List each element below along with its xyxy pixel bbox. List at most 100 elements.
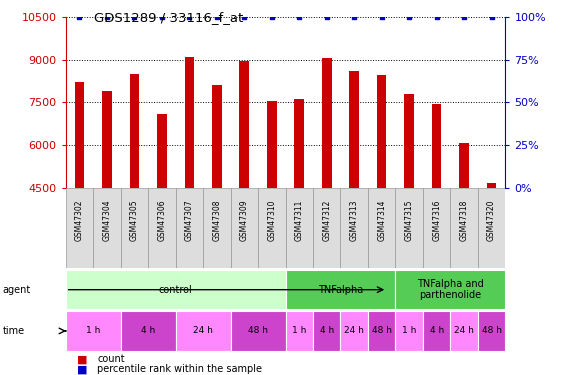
Bar — [267, 101, 276, 188]
Text: 1 h: 1 h — [86, 326, 100, 335]
FancyBboxPatch shape — [203, 188, 231, 268]
FancyBboxPatch shape — [148, 188, 176, 268]
FancyBboxPatch shape — [286, 311, 313, 351]
FancyBboxPatch shape — [286, 188, 313, 268]
FancyBboxPatch shape — [395, 270, 505, 309]
FancyBboxPatch shape — [66, 311, 120, 351]
Text: 1 h: 1 h — [292, 326, 307, 335]
Text: GSM47305: GSM47305 — [130, 200, 139, 241]
Point — [75, 14, 84, 20]
Point — [295, 14, 304, 20]
Text: GDS1289 / 33116_f_at: GDS1289 / 33116_f_at — [94, 11, 243, 24]
Text: GSM47313: GSM47313 — [349, 200, 359, 241]
Point — [185, 14, 194, 20]
Bar — [102, 91, 112, 188]
FancyBboxPatch shape — [478, 311, 505, 351]
Text: 24 h: 24 h — [193, 326, 213, 335]
Text: 24 h: 24 h — [344, 326, 364, 335]
Text: GSM47307: GSM47307 — [185, 200, 194, 241]
FancyBboxPatch shape — [176, 188, 203, 268]
FancyBboxPatch shape — [423, 188, 451, 268]
Text: 48 h: 48 h — [481, 326, 501, 335]
Text: ■: ■ — [77, 354, 87, 364]
Bar — [322, 58, 332, 188]
FancyBboxPatch shape — [176, 311, 231, 351]
Text: GSM47320: GSM47320 — [487, 200, 496, 241]
Point — [460, 14, 469, 20]
Bar — [157, 114, 167, 188]
Text: 1 h: 1 h — [402, 326, 416, 335]
Bar — [487, 183, 496, 188]
Text: ■: ■ — [77, 364, 87, 374]
Point — [322, 14, 331, 20]
Text: percentile rank within the sample: percentile rank within the sample — [97, 364, 262, 374]
Text: GSM47302: GSM47302 — [75, 200, 84, 241]
FancyBboxPatch shape — [120, 311, 176, 351]
Bar — [432, 104, 441, 188]
Point — [432, 14, 441, 20]
FancyBboxPatch shape — [478, 188, 505, 268]
Bar — [404, 94, 414, 188]
Bar — [459, 143, 469, 188]
FancyBboxPatch shape — [395, 188, 423, 268]
FancyBboxPatch shape — [395, 311, 423, 351]
FancyBboxPatch shape — [258, 188, 286, 268]
FancyBboxPatch shape — [231, 188, 258, 268]
FancyBboxPatch shape — [340, 311, 368, 351]
Point — [487, 14, 496, 20]
Text: 4 h: 4 h — [320, 326, 334, 335]
Point — [240, 14, 249, 20]
FancyBboxPatch shape — [286, 270, 395, 309]
Text: GSM47316: GSM47316 — [432, 200, 441, 241]
FancyBboxPatch shape — [120, 188, 148, 268]
Point — [130, 14, 139, 20]
Text: control: control — [159, 285, 192, 295]
Text: GSM47315: GSM47315 — [405, 200, 413, 241]
FancyBboxPatch shape — [231, 311, 286, 351]
Text: GSM47311: GSM47311 — [295, 200, 304, 241]
Text: GSM47308: GSM47308 — [212, 200, 222, 241]
FancyBboxPatch shape — [66, 270, 286, 309]
FancyBboxPatch shape — [66, 188, 93, 268]
FancyBboxPatch shape — [368, 311, 395, 351]
Bar — [184, 57, 194, 188]
Text: count: count — [97, 354, 124, 364]
Bar — [239, 61, 249, 188]
Text: GSM47309: GSM47309 — [240, 200, 249, 241]
Bar — [349, 71, 359, 188]
Bar — [75, 82, 84, 188]
FancyBboxPatch shape — [313, 311, 340, 351]
Bar — [295, 99, 304, 188]
Point — [267, 14, 276, 20]
Text: 48 h: 48 h — [372, 326, 392, 335]
Point — [102, 14, 111, 20]
Point — [349, 14, 359, 20]
FancyBboxPatch shape — [451, 311, 478, 351]
Text: GSM47314: GSM47314 — [377, 200, 386, 241]
FancyBboxPatch shape — [340, 188, 368, 268]
FancyBboxPatch shape — [93, 188, 120, 268]
Text: GSM47306: GSM47306 — [158, 200, 166, 241]
Point — [377, 14, 386, 20]
Text: 4 h: 4 h — [429, 326, 444, 335]
Bar — [212, 85, 222, 188]
FancyBboxPatch shape — [313, 188, 340, 268]
Text: 24 h: 24 h — [454, 326, 474, 335]
Text: agent: agent — [3, 285, 31, 295]
Point — [405, 14, 414, 20]
FancyBboxPatch shape — [451, 188, 478, 268]
FancyBboxPatch shape — [423, 311, 451, 351]
Bar — [377, 75, 387, 188]
Point — [212, 14, 222, 20]
Text: GSM47304: GSM47304 — [102, 200, 111, 241]
FancyBboxPatch shape — [368, 188, 395, 268]
Text: 48 h: 48 h — [248, 326, 268, 335]
Text: GSM47318: GSM47318 — [460, 200, 469, 241]
Text: GSM47310: GSM47310 — [267, 200, 276, 241]
Point — [157, 14, 166, 20]
Text: time: time — [3, 326, 25, 336]
Text: TNFalpha: TNFalpha — [318, 285, 363, 295]
Text: 4 h: 4 h — [141, 326, 155, 335]
Text: TNFalpha and
parthenolide: TNFalpha and parthenolide — [417, 279, 484, 300]
Text: GSM47312: GSM47312 — [322, 200, 331, 241]
